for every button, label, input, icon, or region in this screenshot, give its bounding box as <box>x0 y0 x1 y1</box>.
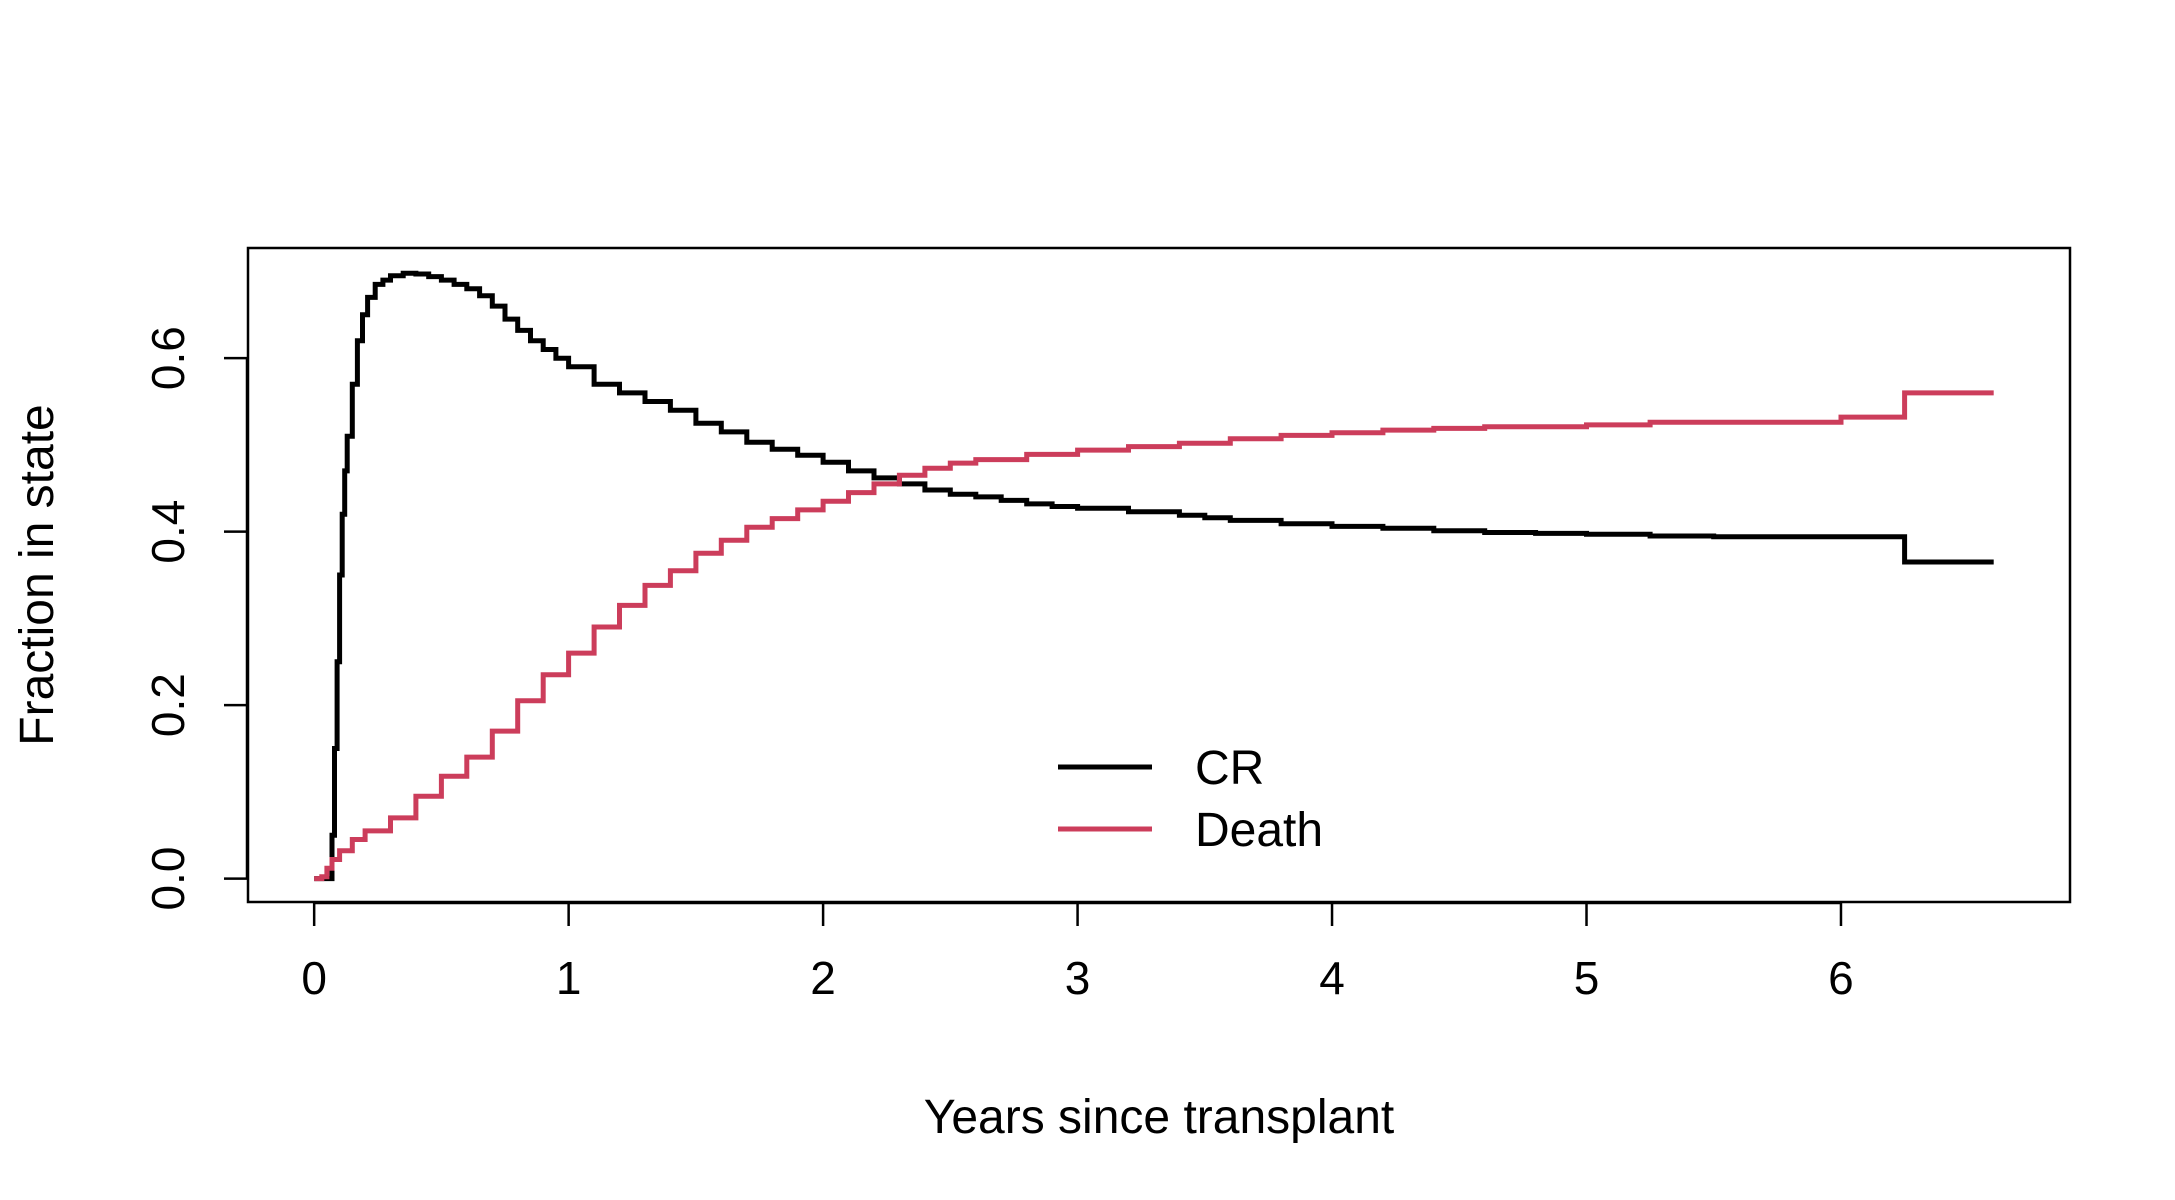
x-tick-label: 4 <box>1319 952 1345 1004</box>
x-tick-label: 1 <box>556 952 582 1004</box>
series-layer <box>314 270 1994 882</box>
plot-frame <box>246 246 2072 904</box>
legend: CR Death <box>1058 742 1323 857</box>
y-axis: 0.0 0.2 0.4 0.6 <box>142 326 249 911</box>
legend-label-death: Death <box>1195 804 1323 857</box>
x-tick-label: 3 <box>1065 952 1091 1004</box>
x-tick-label: 5 <box>1574 952 1600 1004</box>
y-tick-label: 0.4 <box>142 500 194 564</box>
x-tick-label: 0 <box>301 952 327 1004</box>
y-tick-label: 0.6 <box>142 326 194 390</box>
x-axis: 0 1 2 3 4 5 6 <box>301 901 1854 1004</box>
x-tick-label: 6 <box>1828 952 1854 1004</box>
series-line-death <box>314 390 1994 882</box>
x-tick-label: 2 <box>810 952 836 1004</box>
legend-label-cr: CR <box>1195 742 1264 795</box>
y-tick-label: 0.2 <box>142 673 194 737</box>
x-axis-title: Years since transplant <box>924 1091 1395 1144</box>
y-tick-label: 0.0 <box>142 847 194 911</box>
y-axis-title: Fraction in state <box>11 404 64 745</box>
series-line-cr <box>314 270 1994 882</box>
